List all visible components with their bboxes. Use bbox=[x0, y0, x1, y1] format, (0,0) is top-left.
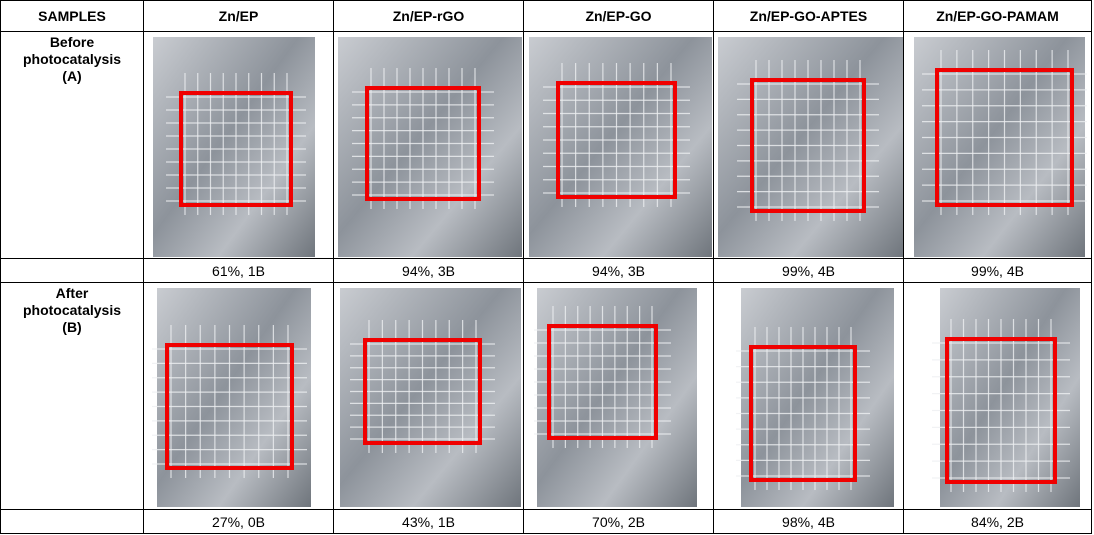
photo-cell bbox=[144, 32, 334, 259]
header-cell: Zn/EP-GO-APTES bbox=[714, 1, 904, 32]
photo-cell bbox=[334, 32, 524, 259]
header-row: SAMPLES Zn/EP Zn/EP-rGO Zn/EP-GO Zn/EP-G… bbox=[1, 1, 1092, 32]
header-cell: SAMPLES bbox=[1, 1, 144, 32]
result-cell: 94%, 3B bbox=[524, 259, 714, 283]
result-cell: 99%, 4B bbox=[714, 259, 904, 283]
result-cell: 27%, 0B bbox=[144, 510, 334, 534]
photo-cell bbox=[334, 283, 524, 510]
photo-cell bbox=[904, 32, 1092, 259]
row-label-line: (A) bbox=[1, 68, 143, 85]
header-cell: Zn/EP-GO-PAMAM bbox=[904, 1, 1092, 32]
photo-cell bbox=[904, 283, 1092, 510]
result-cell: 98%, 4B bbox=[714, 510, 904, 534]
page: SAMPLES Zn/EP Zn/EP-rGO Zn/EP-GO Zn/EP-G… bbox=[0, 0, 1094, 535]
result-cell: 43%, 1B bbox=[334, 510, 524, 534]
header-cell: Zn/EP bbox=[144, 1, 334, 32]
photo-cell bbox=[714, 32, 904, 259]
photo-cell bbox=[714, 283, 904, 510]
header-cell: Zn/EP-rGO bbox=[334, 1, 524, 32]
result-cell: 61%, 1B bbox=[144, 259, 334, 283]
result-cell: 99%, 4B bbox=[904, 259, 1092, 283]
row-label-line: photocatalysis bbox=[1, 302, 143, 319]
results-table: SAMPLES Zn/EP Zn/EP-rGO Zn/EP-GO Zn/EP-G… bbox=[0, 0, 1092, 534]
result-cell: 94%, 3B bbox=[334, 259, 524, 283]
photo-cell bbox=[524, 32, 714, 259]
row-label-line: Before bbox=[1, 34, 143, 51]
empty-cell bbox=[1, 259, 144, 283]
result-cell: 70%, 2B bbox=[524, 510, 714, 534]
photo-cell bbox=[524, 283, 714, 510]
result-cell: 84%, 2B bbox=[904, 510, 1092, 534]
row-label-line: photocatalysis bbox=[1, 51, 143, 68]
header-cell: Zn/EP-GO bbox=[524, 1, 714, 32]
row-label-line: After bbox=[1, 285, 143, 302]
photo-cell bbox=[144, 283, 334, 510]
empty-cell bbox=[1, 510, 144, 534]
row-label-line: (B) bbox=[1, 319, 143, 336]
